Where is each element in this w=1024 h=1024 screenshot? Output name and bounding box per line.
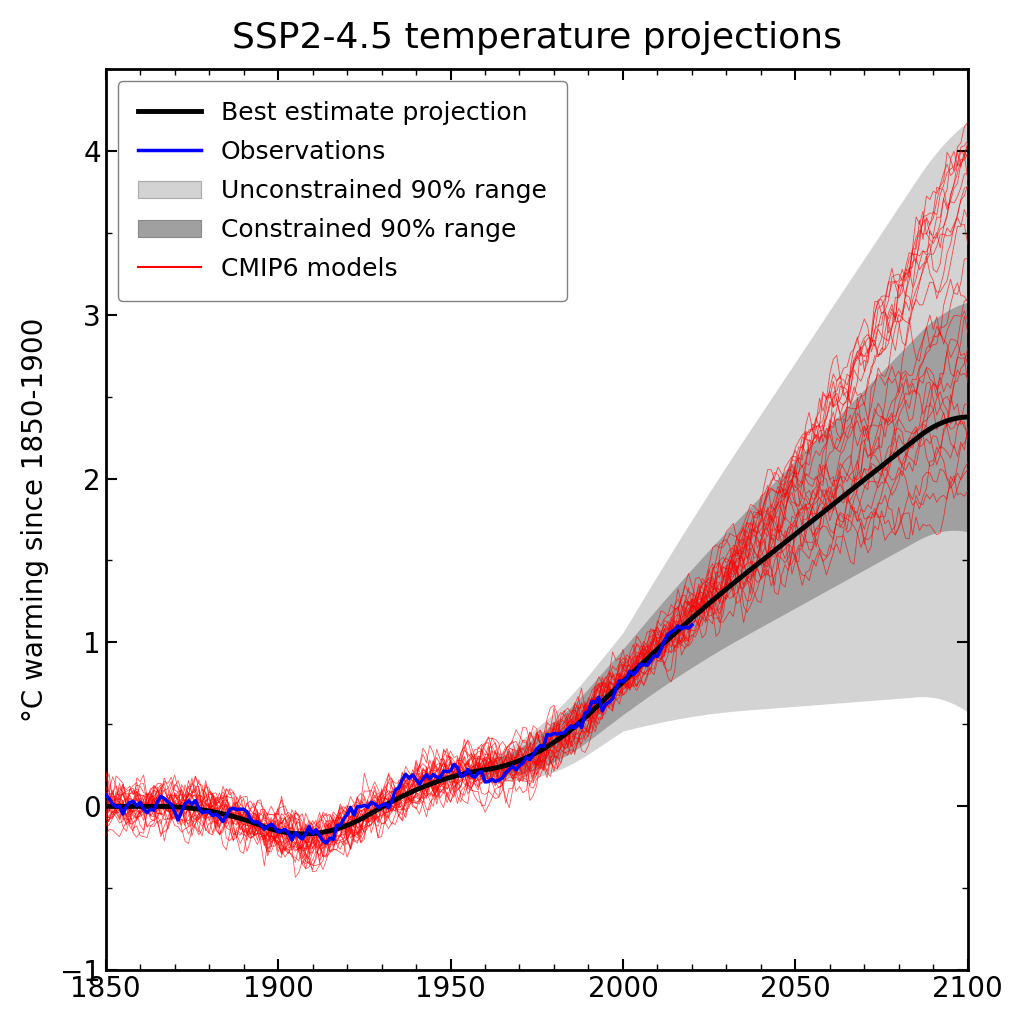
Legend: Best estimate projection, Observations, Unconstrained 90% range, Constrained 90%: Best estimate projection, Observations, … <box>118 81 566 301</box>
Title: SSP2-4.5 temperature projections: SSP2-4.5 temperature projections <box>231 20 842 55</box>
Y-axis label: °C warming since 1850-1900: °C warming since 1850-1900 <box>20 317 49 722</box>
